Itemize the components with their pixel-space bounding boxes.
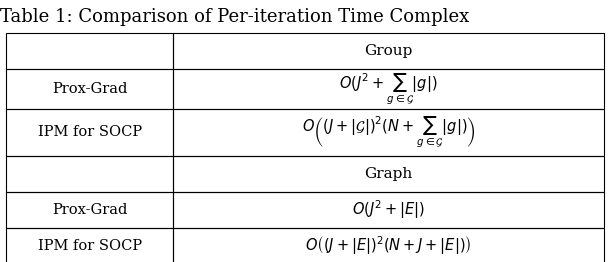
Text: Table 1: Comparison of Per-iteration Time Complex: Table 1: Comparison of Per-iteration Tim… — [0, 8, 469, 26]
Bar — [6, 228, 173, 262]
Text: $O\left((J + |\mathcal{G}|)^2(N + \sum_{g \in \mathcal{G}} |g|)\right)$: $O\left((J + |\mathcal{G}|)^2(N + \sum_{… — [302, 115, 476, 150]
Text: IPM for SOCP: IPM for SOCP — [38, 239, 142, 253]
Bar — [6, 109, 173, 156]
Bar — [173, 192, 604, 228]
Bar — [6, 156, 173, 192]
Text: Group: Group — [365, 44, 413, 58]
Bar — [173, 156, 604, 192]
Bar — [173, 33, 604, 69]
Text: IPM for SOCP: IPM for SOCP — [38, 125, 142, 139]
Bar — [6, 69, 173, 109]
Text: Prox-Grad: Prox-Grad — [52, 82, 127, 96]
Text: $O(J^2 + |E|)$: $O(J^2 + |E|)$ — [352, 199, 425, 221]
Bar — [173, 109, 604, 156]
Bar — [6, 33, 173, 69]
Bar — [173, 228, 604, 262]
Bar — [173, 69, 604, 109]
Text: Prox-Grad: Prox-Grad — [52, 203, 127, 217]
Text: $O\left((J + |E|)^2(N + J + |E|)\right)$: $O\left((J + |E|)^2(N + J + |E|)\right)$ — [306, 234, 472, 257]
Bar — [6, 192, 173, 228]
Text: $O(J^2 + \sum_{g \in \mathcal{G}} |g|)$: $O(J^2 + \sum_{g \in \mathcal{G}} |g|)$ — [339, 71, 438, 107]
Text: Graph: Graph — [365, 167, 413, 181]
